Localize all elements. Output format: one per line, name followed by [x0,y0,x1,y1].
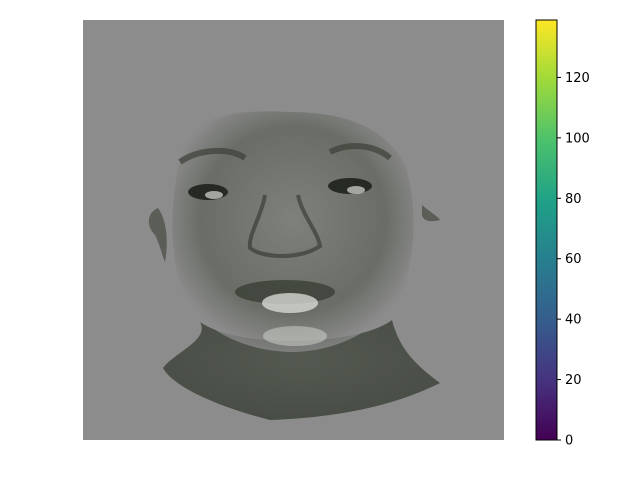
right-ear [422,205,440,222]
right-eye-white [347,186,365,194]
left-ear [148,208,167,262]
colorbar-tick-label: 0 [565,434,573,449]
colorbar-tick-label: 100 [565,131,590,146]
left-eye-white [205,191,223,199]
right-brow [328,143,392,161]
colorbar-tick-label: 120 [565,71,590,86]
left-brow [178,147,247,165]
nose [247,194,323,258]
colorbar-ticks: 0 20 40 60 80 100 120 [557,71,590,449]
colorbar-tick-label: 80 [565,192,582,207]
neck-region [163,320,440,420]
colorbar-tick-label: 40 [565,313,582,328]
colorbar-gradient [535,19,558,441]
chin-highlight [263,326,327,346]
mouth-lower [262,293,318,313]
heatmap-image [83,20,504,440]
colorbar-tick-label: 60 [565,252,582,267]
face-region [172,111,414,353]
colorbar-tick-label: 20 [565,373,582,388]
colorbar: 0 20 40 60 80 100 120 [535,19,590,449]
